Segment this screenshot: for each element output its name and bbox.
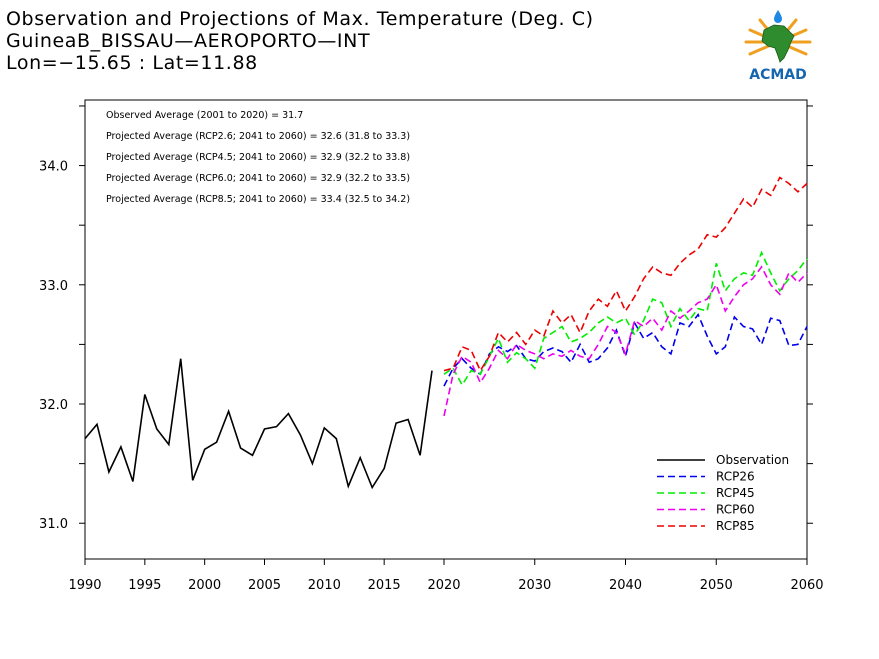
legend: Observation RCP26 RCP45 RCP60 RCP85 bbox=[657, 453, 789, 533]
x-tick-label: 2020 bbox=[427, 578, 460, 593]
legend-label: RCP45 bbox=[716, 486, 755, 500]
series-lines bbox=[84, 176, 808, 490]
stat-line: Projected Average (RCP8.5; 2041 to 2060)… bbox=[106, 194, 410, 205]
x-tick-label: 1990 bbox=[68, 578, 101, 593]
chart-header: Observation and Projections of Max. Temp… bbox=[6, 8, 594, 74]
stat-line: Projected Average (RCP2.6; 2041 to 2060)… bbox=[106, 131, 410, 142]
stat-line: Projected Average (RCP6.0; 2041 to 2060)… bbox=[106, 173, 410, 184]
plot-frame bbox=[84, 99, 808, 560]
stat-line: Observed Average (2001 to 2020) = 31.7 bbox=[106, 110, 303, 121]
station-coordinates: Lon=−15.65 : Lat=11.88 bbox=[6, 52, 258, 74]
y-tick-label: 33.0 bbox=[39, 279, 68, 294]
logo-text: ACMAD bbox=[749, 67, 807, 83]
axis-ticks: 1990 1995 2000 2005 2010 2015 2020 2030 2040 2050… bbox=[39, 105, 824, 593]
x-tick-label: 1995 bbox=[128, 578, 161, 593]
legend-label: Observation bbox=[716, 453, 789, 467]
x-tick-label: 2060 bbox=[790, 578, 823, 593]
legend-label: RCP85 bbox=[716, 519, 755, 533]
x-tick-label: 2015 bbox=[368, 578, 401, 593]
chart-title: Observation and Projections of Max. Temp… bbox=[6, 8, 594, 30]
y-tick-label: 34.0 bbox=[39, 160, 68, 175]
x-tick-label: 2000 bbox=[188, 578, 221, 593]
series-line-rcp85 bbox=[443, 176, 808, 373]
x-tick-label: 2040 bbox=[609, 578, 642, 593]
y-tick-label: 32.0 bbox=[39, 398, 68, 413]
stat-line: Projected Average (RCP4.5; 2041 to 2060)… bbox=[106, 152, 410, 163]
series-line-rcp60 bbox=[443, 265, 808, 417]
station-name: GuineaB_BISSAU—AEROPORTO—INT bbox=[6, 30, 371, 52]
y-tick-label: 31.0 bbox=[39, 517, 68, 532]
legend-label: RCP26 bbox=[716, 470, 755, 484]
x-tick-label: 2005 bbox=[248, 578, 281, 593]
series-line-rcp45 bbox=[443, 250, 808, 387]
x-tick-label: 2010 bbox=[308, 578, 341, 593]
series-line-observation bbox=[84, 358, 433, 490]
x-tick-label: 2030 bbox=[518, 578, 551, 593]
legend-label: RCP60 bbox=[716, 503, 755, 517]
stats-annotations: Observed Average (2001 to 2020) = 31.7 Pr… bbox=[106, 110, 410, 205]
x-tick-label: 2050 bbox=[700, 578, 733, 593]
africa-logo-icon bbox=[744, 10, 812, 63]
acmad-logo: ACMAD bbox=[738, 8, 818, 84]
